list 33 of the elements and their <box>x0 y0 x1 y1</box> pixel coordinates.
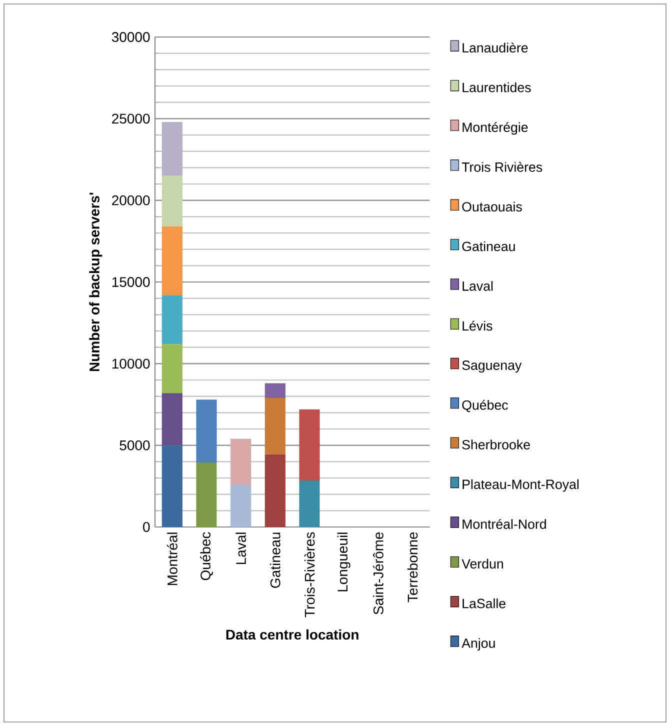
x-tick-label: Québec <box>200 532 213 580</box>
x-tick-label: Gatineau <box>270 532 280 588</box>
y-tick-label: 5000 <box>120 440 150 450</box>
y-tick-label: 20000 <box>112 195 150 206</box>
legend-label: Saguenay <box>462 360 522 373</box>
y-axis-title: Number of backup servers' <box>89 192 102 372</box>
legend-label: Trois Rivières <box>462 162 542 172</box>
y-tick-label: 30000 <box>112 32 150 42</box>
x-tick-label: Longueuil <box>337 532 350 592</box>
legend-label: Laurentides <box>462 82 531 92</box>
legend-label: Gatineau <box>462 241 515 252</box>
legend-label: Outaouais <box>462 202 522 212</box>
legend-label: Montréal-Nord <box>462 518 546 529</box>
legend-label: Verdun <box>462 558 503 569</box>
legend-label: Montérégie <box>462 122 528 135</box>
legend-label: LaSalle <box>462 598 506 608</box>
legend-label: Lanaudière <box>462 42 528 53</box>
legend-label: Sherbrooke <box>462 440 530 450</box>
x-tick-label: Trois-Rivières <box>304 532 315 618</box>
x-tick-label: Saint-Jérôme <box>372 532 384 614</box>
y-tick-label: 10000 <box>112 358 150 369</box>
x-tick-label: Terrebonne <box>407 532 418 602</box>
legend-label: Lévis <box>462 320 492 331</box>
x-axis-title: Data centre location <box>226 629 358 640</box>
legend-label: Anjou <box>462 638 495 651</box>
x-tick-label: Laval <box>236 532 246 564</box>
legend-label: Plateau-Mont-Royal <box>462 479 579 492</box>
y-tick-label: 25000 <box>112 114 150 124</box>
y-tick-label: 15000 <box>112 277 150 287</box>
x-tick-label: Montréal <box>166 532 178 586</box>
legend-label: Québec <box>462 400 508 412</box>
y-tick-label: 0 <box>143 522 150 532</box>
legend-label: Laval <box>462 281 493 291</box>
